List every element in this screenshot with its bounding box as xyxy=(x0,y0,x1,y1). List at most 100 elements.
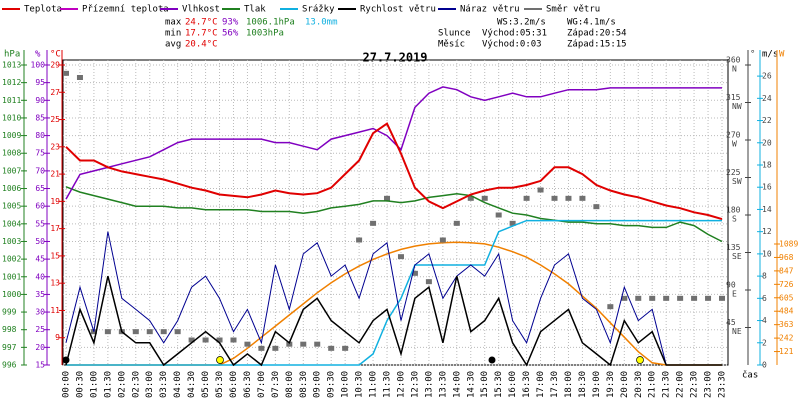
sun-marker xyxy=(636,356,644,364)
x-tick-label: 21:30 xyxy=(662,371,672,398)
axis-label: hPa xyxy=(4,50,20,60)
direction-point xyxy=(579,195,586,201)
y-tick-label: 20 xyxy=(762,138,772,147)
x-tick-label: 22:00 xyxy=(676,371,686,398)
direction-point xyxy=(509,220,516,226)
x-tick-label: 06:30 xyxy=(243,371,253,398)
x-tick-label: 05:00 xyxy=(201,371,211,398)
y-tick-label: 100 xyxy=(31,61,46,70)
y-tick-label: 55 xyxy=(35,219,45,228)
direction-point xyxy=(677,295,684,301)
x-tick-label: 19:00 xyxy=(592,371,602,398)
y-tick-label: 24 xyxy=(762,94,772,103)
stats: max 24.7°C 93% 1006.1hPa 13.0mm min 17.7… xyxy=(165,18,627,50)
series-line xyxy=(65,275,722,367)
series-line xyxy=(65,86,722,200)
x-tick-label: 16:30 xyxy=(522,371,532,398)
y-tick-label: W xyxy=(732,140,737,149)
y-tick-label: 121 xyxy=(779,347,794,356)
x-tick-label: 23:00 xyxy=(704,371,714,398)
y-tick-label: 1012 xyxy=(2,78,21,87)
y-tick-label: 40 xyxy=(35,272,45,281)
y-tick-label: 1010 xyxy=(2,113,21,122)
x-tick-label: 17:00 xyxy=(536,371,546,398)
plot-area xyxy=(62,59,729,366)
y-tick-label: 20 xyxy=(35,343,45,352)
direction-point xyxy=(397,254,404,260)
direction-point xyxy=(370,220,377,226)
stat: Východ:05:31 xyxy=(482,29,547,39)
y-tick-label: 0 xyxy=(762,361,767,370)
y-tick-label: 65 xyxy=(35,184,45,193)
y-tick-label: 80 xyxy=(35,131,45,140)
y-tick-label: 996 xyxy=(2,361,17,370)
stat: 56% xyxy=(222,29,239,39)
direction-point xyxy=(467,195,474,201)
y-tick-label: 15 xyxy=(35,361,45,370)
stat: Slunce xyxy=(438,29,471,39)
direction-point xyxy=(439,237,446,243)
y-tick-label: 360 xyxy=(726,56,741,65)
stat: 13.0mm xyxy=(305,18,338,28)
y-tick-label: 9 xyxy=(55,333,60,342)
x-tick-label: 02:00 xyxy=(117,371,127,398)
stat: 1003hPa xyxy=(246,29,284,39)
moon-marker xyxy=(62,356,70,364)
x-tick-label: 13:30 xyxy=(438,371,448,398)
y-tick-label: 1089 xyxy=(779,240,798,249)
y-tick-label: 13 xyxy=(50,279,60,288)
y-tick-label: 50 xyxy=(35,237,45,246)
y-tick-label: 22 xyxy=(762,116,772,125)
y-tick-label: 726 xyxy=(779,280,794,289)
y-tick-label: 1007 xyxy=(2,166,21,175)
x-tick-label: 20:30 xyxy=(634,371,644,398)
moon-marker xyxy=(488,356,496,364)
y-tick-label: 847 xyxy=(779,266,794,275)
x-tick-label: 18:30 xyxy=(578,371,588,398)
x-tick-label: 04:30 xyxy=(187,371,197,398)
x-tick-label: 07:30 xyxy=(271,371,281,398)
y-tick-label: SW xyxy=(732,177,742,186)
x-tick-label: 02:30 xyxy=(131,371,141,398)
x-tick-label: 10:00 xyxy=(341,371,351,398)
direction-point xyxy=(691,295,698,301)
sun-marker xyxy=(216,356,224,364)
x-tick-label: 03:00 xyxy=(145,371,155,398)
x-axis-label: čas xyxy=(742,370,758,381)
direction-point xyxy=(342,345,349,351)
x-tick-label: 19:30 xyxy=(606,371,616,398)
y-tick-label: 1008 xyxy=(2,149,21,158)
y-tick-label: 25 xyxy=(35,325,45,334)
direction-point xyxy=(649,295,656,301)
direction-point xyxy=(160,329,167,335)
y-tick-label: 85 xyxy=(35,113,45,122)
x-tick-label: 09:30 xyxy=(327,371,337,398)
x-tick-label: 23:30 xyxy=(718,371,728,398)
y-tick-label: NE xyxy=(732,327,742,336)
direction-point xyxy=(705,295,712,301)
y-tick-label: 2 xyxy=(762,338,767,347)
legend-label: Náraz větru xyxy=(460,5,520,15)
x-tick-label: 01:30 xyxy=(103,371,113,398)
legend-label: Rychlost větru xyxy=(360,5,436,15)
direction-point xyxy=(425,279,432,285)
chart-title: 27.7.2019 xyxy=(362,51,427,65)
axis-label: % xyxy=(35,50,41,60)
x-tick-label: 08:00 xyxy=(285,371,295,398)
direction-point xyxy=(537,187,544,193)
direction-point xyxy=(286,341,293,347)
direction-point xyxy=(76,75,83,80)
y-tick-label: 242 xyxy=(779,334,794,343)
y-tick-label: 25 xyxy=(50,115,60,124)
y-tick-label: 1004 xyxy=(2,219,21,228)
y-tick-label: 605 xyxy=(779,293,794,302)
y-tick-label: SE xyxy=(732,252,742,261)
y-tick-label: 21 xyxy=(50,170,60,179)
y-tick-label: 363 xyxy=(779,320,794,329)
y-tick-label: NW xyxy=(732,102,742,111)
y-tick-label: 225 xyxy=(726,168,741,177)
x-tick-label: 14:00 xyxy=(452,371,462,398)
y-tick-label: N xyxy=(732,65,737,74)
y-tick-label: 1000 xyxy=(2,290,21,299)
x-tick-label: 14:30 xyxy=(466,371,476,398)
